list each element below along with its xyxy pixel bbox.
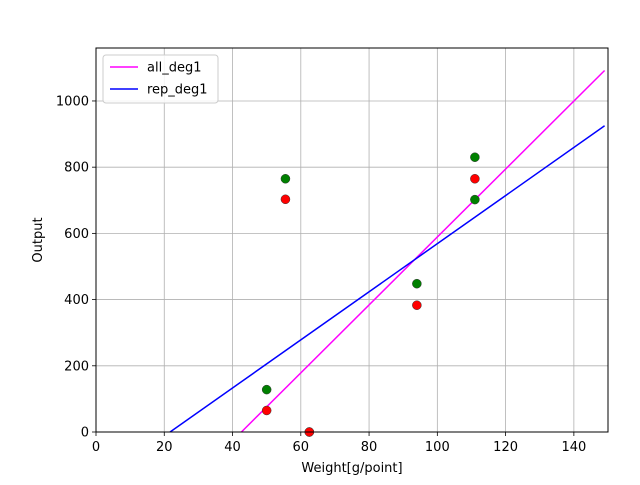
data-point [470,152,480,162]
y-axis-label: Output [31,217,46,262]
x-tick-label: 60 [293,440,310,455]
series-line-rep-deg1 [169,125,606,432]
data-point [470,194,480,205]
y-tick-label: 1000 [56,94,89,109]
x-tick-label: 40 [224,440,241,455]
fit-lines [169,69,606,432]
x-tick-label: 140 [561,440,586,455]
legend: all_deg1 rep_deg1 [102,54,219,104]
data-point [412,278,422,289]
legend-label: all_deg1 [147,61,201,76]
data-point [412,300,422,310]
x-tick-label: 120 [493,440,518,455]
data-point [261,405,272,416]
y-tick-label: 800 [64,161,89,176]
x-tick-label: 100 [425,440,450,455]
y-tick-label: 400 [64,293,89,308]
x-tick-label: 0 [92,440,100,455]
data-point [280,174,291,184]
series-line-all-deg1 [240,69,606,432]
legend-label: rep_deg1 [147,83,208,98]
data-point [280,194,291,205]
scatter-points [261,152,480,437]
x-axis-label: Weight[g/point] [301,461,402,476]
y-tick-label: 600 [64,227,89,242]
plot-frame [95,47,609,433]
y-tick-label: 200 [64,359,89,374]
y-tick-label: 0 [81,426,89,441]
axis-ticks: 0 20 40 60 80 100 120 140 0 200 400 600 800 1000 [56,94,586,455]
x-tick-label: 80 [361,440,378,455]
data-point [261,384,272,395]
x-tick-label: 20 [156,440,173,455]
data-point [470,174,480,184]
